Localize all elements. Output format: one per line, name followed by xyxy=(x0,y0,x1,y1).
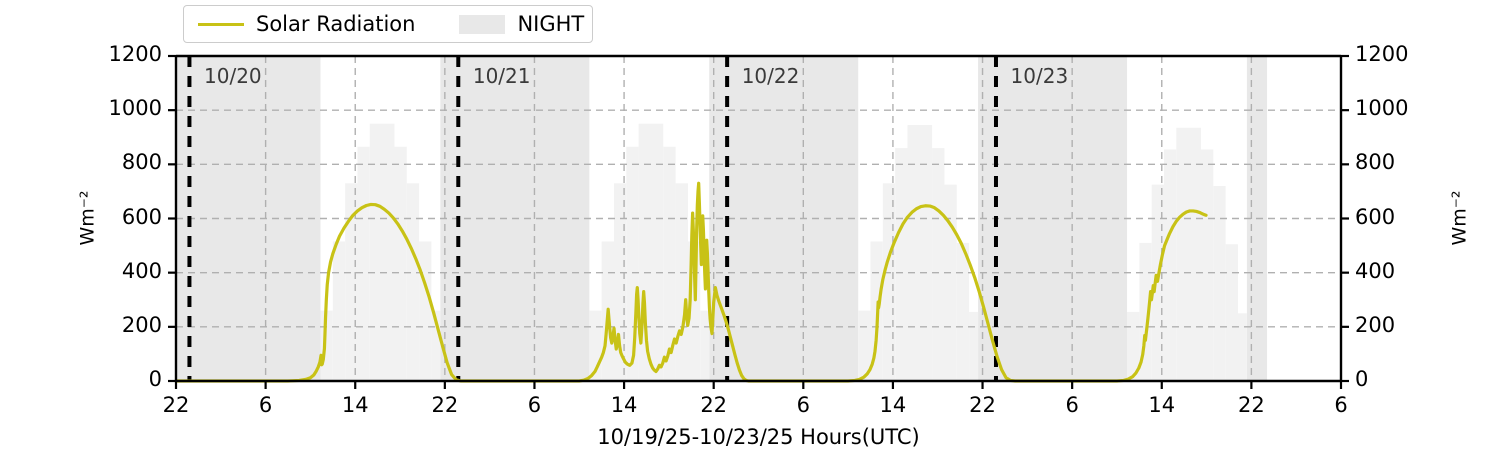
x-tick-label: 6 xyxy=(796,393,810,417)
y-tick-label-left: 1000 xyxy=(108,96,162,121)
clearsky-step xyxy=(626,146,639,381)
x-tick-label: 6 xyxy=(527,393,542,417)
x-tick-label: 22 xyxy=(1238,393,1265,417)
grid-group xyxy=(176,56,1341,381)
clearsky-step xyxy=(419,241,432,381)
y-tick-label-left: 200 xyxy=(121,312,162,337)
clearsky-step-group xyxy=(320,123,1247,381)
clearsky-step xyxy=(932,148,945,381)
clearsky-step xyxy=(613,183,627,381)
y-axis-label-left: Wm⁻² xyxy=(76,190,99,245)
x-tick-label: 14 xyxy=(879,393,907,417)
clearsky-step xyxy=(1225,244,1238,381)
clearsky-step xyxy=(895,148,908,381)
clearsky-step xyxy=(345,183,358,381)
y-tick-label-left: 600 xyxy=(121,204,162,229)
clearsky-step xyxy=(858,310,871,381)
y-tick-label-left: 800 xyxy=(121,150,162,175)
legend-line-swatch xyxy=(198,22,244,26)
day-label: 10/20 xyxy=(204,64,262,88)
day-label: 10/23 xyxy=(1010,64,1069,88)
y-tick-label-right: 1200 xyxy=(1355,42,1409,66)
day-label: 10/21 xyxy=(472,64,531,88)
x-axis-label: 10/19/25-10/23/25 Hours(UTC) xyxy=(597,425,920,449)
clearsky-step xyxy=(1213,186,1226,381)
clearsky-step xyxy=(369,123,395,381)
legend-patch-swatch xyxy=(459,14,506,34)
legend-label-night: NIGHT xyxy=(517,12,585,36)
series-line-0 xyxy=(174,181,1208,383)
clearsky-step xyxy=(1237,313,1247,381)
y-tick-label-right: 400 xyxy=(1355,258,1396,283)
x-tick-label: 22 xyxy=(969,393,996,417)
clearsky-step xyxy=(332,241,346,381)
y-tick-label-right: 0 xyxy=(1355,367,1369,391)
clearsky-step xyxy=(663,146,676,381)
y-tick-label-left: 1200 xyxy=(108,42,162,66)
y-tick-label-left: 400 xyxy=(121,258,162,283)
clearsky-step xyxy=(882,183,896,381)
y-tick-label-right: 600 xyxy=(1355,204,1396,229)
clearsky-step xyxy=(357,146,370,381)
clearsky-step xyxy=(700,310,710,381)
legend-label-solar-radiation: Solar Radiation xyxy=(256,12,416,36)
chart-legend: Solar Radiation NIGHT xyxy=(183,5,593,43)
clearsky-step xyxy=(907,125,933,381)
clearsky-step xyxy=(956,242,970,381)
x-tick-label: 14 xyxy=(610,393,638,417)
y-tick-label-right: 800 xyxy=(1355,150,1396,175)
x-tick-label: 22 xyxy=(700,393,728,417)
x-tick-label: 6 xyxy=(258,393,273,417)
x-tick-label: 14 xyxy=(341,393,369,417)
clearsky-step xyxy=(969,311,979,381)
clearsky-step xyxy=(406,183,420,381)
y-tick-label-right: 1000 xyxy=(1355,96,1409,121)
clearsky-step xyxy=(944,184,957,381)
clearsky-step xyxy=(1164,149,1177,381)
legend-item-solar-radiation: Solar Radiation xyxy=(198,12,415,36)
x-tick-label: 22 xyxy=(162,393,190,417)
x-tick-label: 22 xyxy=(431,393,459,417)
clearsky-step xyxy=(431,310,441,381)
clearsky-step xyxy=(394,146,407,381)
clearsky-step xyxy=(1200,149,1214,381)
x-tick-label: 6 xyxy=(1065,393,1079,417)
clearsky-step xyxy=(1176,127,1201,381)
day-label: 10/22 xyxy=(741,64,800,88)
y-tick-label-left: 0 xyxy=(148,367,162,391)
y-axis-label-right: Wm⁻² xyxy=(1448,190,1471,245)
x-tick-label: 6 xyxy=(1334,393,1348,417)
clearsky-step xyxy=(1127,311,1140,381)
legend-item-night: NIGHT xyxy=(459,12,584,36)
clearsky-step xyxy=(675,183,688,381)
y-tick-label-right: 200 xyxy=(1355,312,1396,337)
x-tick-label: 14 xyxy=(1148,393,1176,417)
tick-marks xyxy=(168,54,1349,389)
